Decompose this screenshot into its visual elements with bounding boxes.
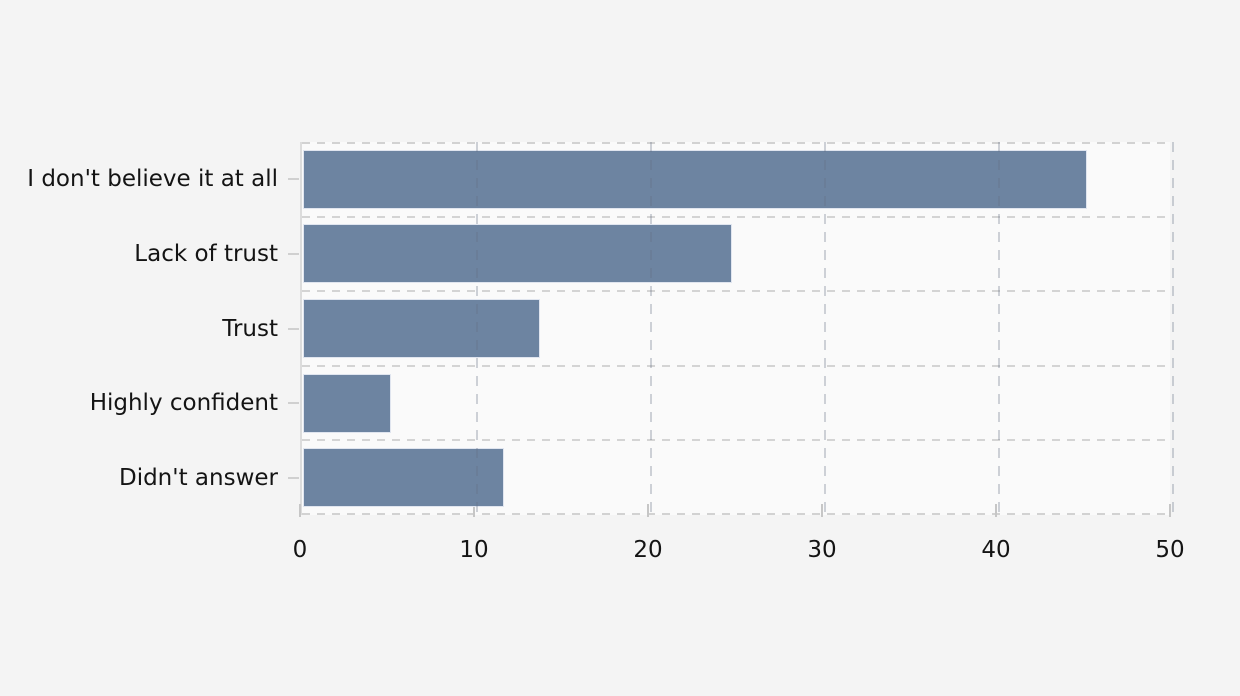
bar: [303, 299, 541, 358]
y-tick: [288, 252, 299, 255]
gridline-vertical: [998, 142, 1000, 515]
category-label: Trust: [222, 315, 278, 342]
row-separator: [302, 215, 1170, 218]
x-tick-label: 40: [981, 537, 1011, 563]
y-tick: [288, 476, 299, 479]
x-tick-label: 10: [459, 537, 489, 563]
plot-border-top: [302, 142, 1170, 144]
y-tick: [288, 178, 299, 181]
category-label: I don't believe it at all: [27, 166, 278, 193]
x-tick: [299, 504, 301, 517]
category-label: Lack of trust: [134, 240, 278, 267]
x-tick-label: 0: [292, 537, 308, 563]
gridline-vertical: [650, 142, 652, 515]
x-tick-label: 50: [1155, 537, 1185, 563]
bar: [303, 448, 504, 508]
bar: [303, 373, 391, 433]
bar: [303, 149, 1087, 209]
x-tick-label: 20: [633, 537, 663, 563]
row-separator: [302, 290, 1170, 293]
gridline-vertical: [1172, 142, 1174, 515]
gridline-vertical: [824, 142, 826, 515]
x-tick-label: 30: [807, 537, 837, 563]
row-separator: [302, 439, 1170, 442]
x-tick: [473, 504, 475, 517]
category-label: Highly confident: [89, 390, 278, 417]
bar: [303, 224, 732, 284]
x-tick: [995, 504, 997, 517]
x-tick: [821, 504, 823, 517]
x-tick: [647, 504, 649, 517]
y-tick: [288, 402, 299, 405]
x-tick: [1169, 504, 1171, 517]
plot-area: [300, 142, 1174, 515]
gridline-vertical: [476, 142, 478, 515]
plot-border-bottom: [302, 513, 1170, 515]
row-separator: [302, 364, 1170, 367]
y-tick: [288, 327, 299, 330]
category-label: Didn't answer: [118, 464, 278, 491]
